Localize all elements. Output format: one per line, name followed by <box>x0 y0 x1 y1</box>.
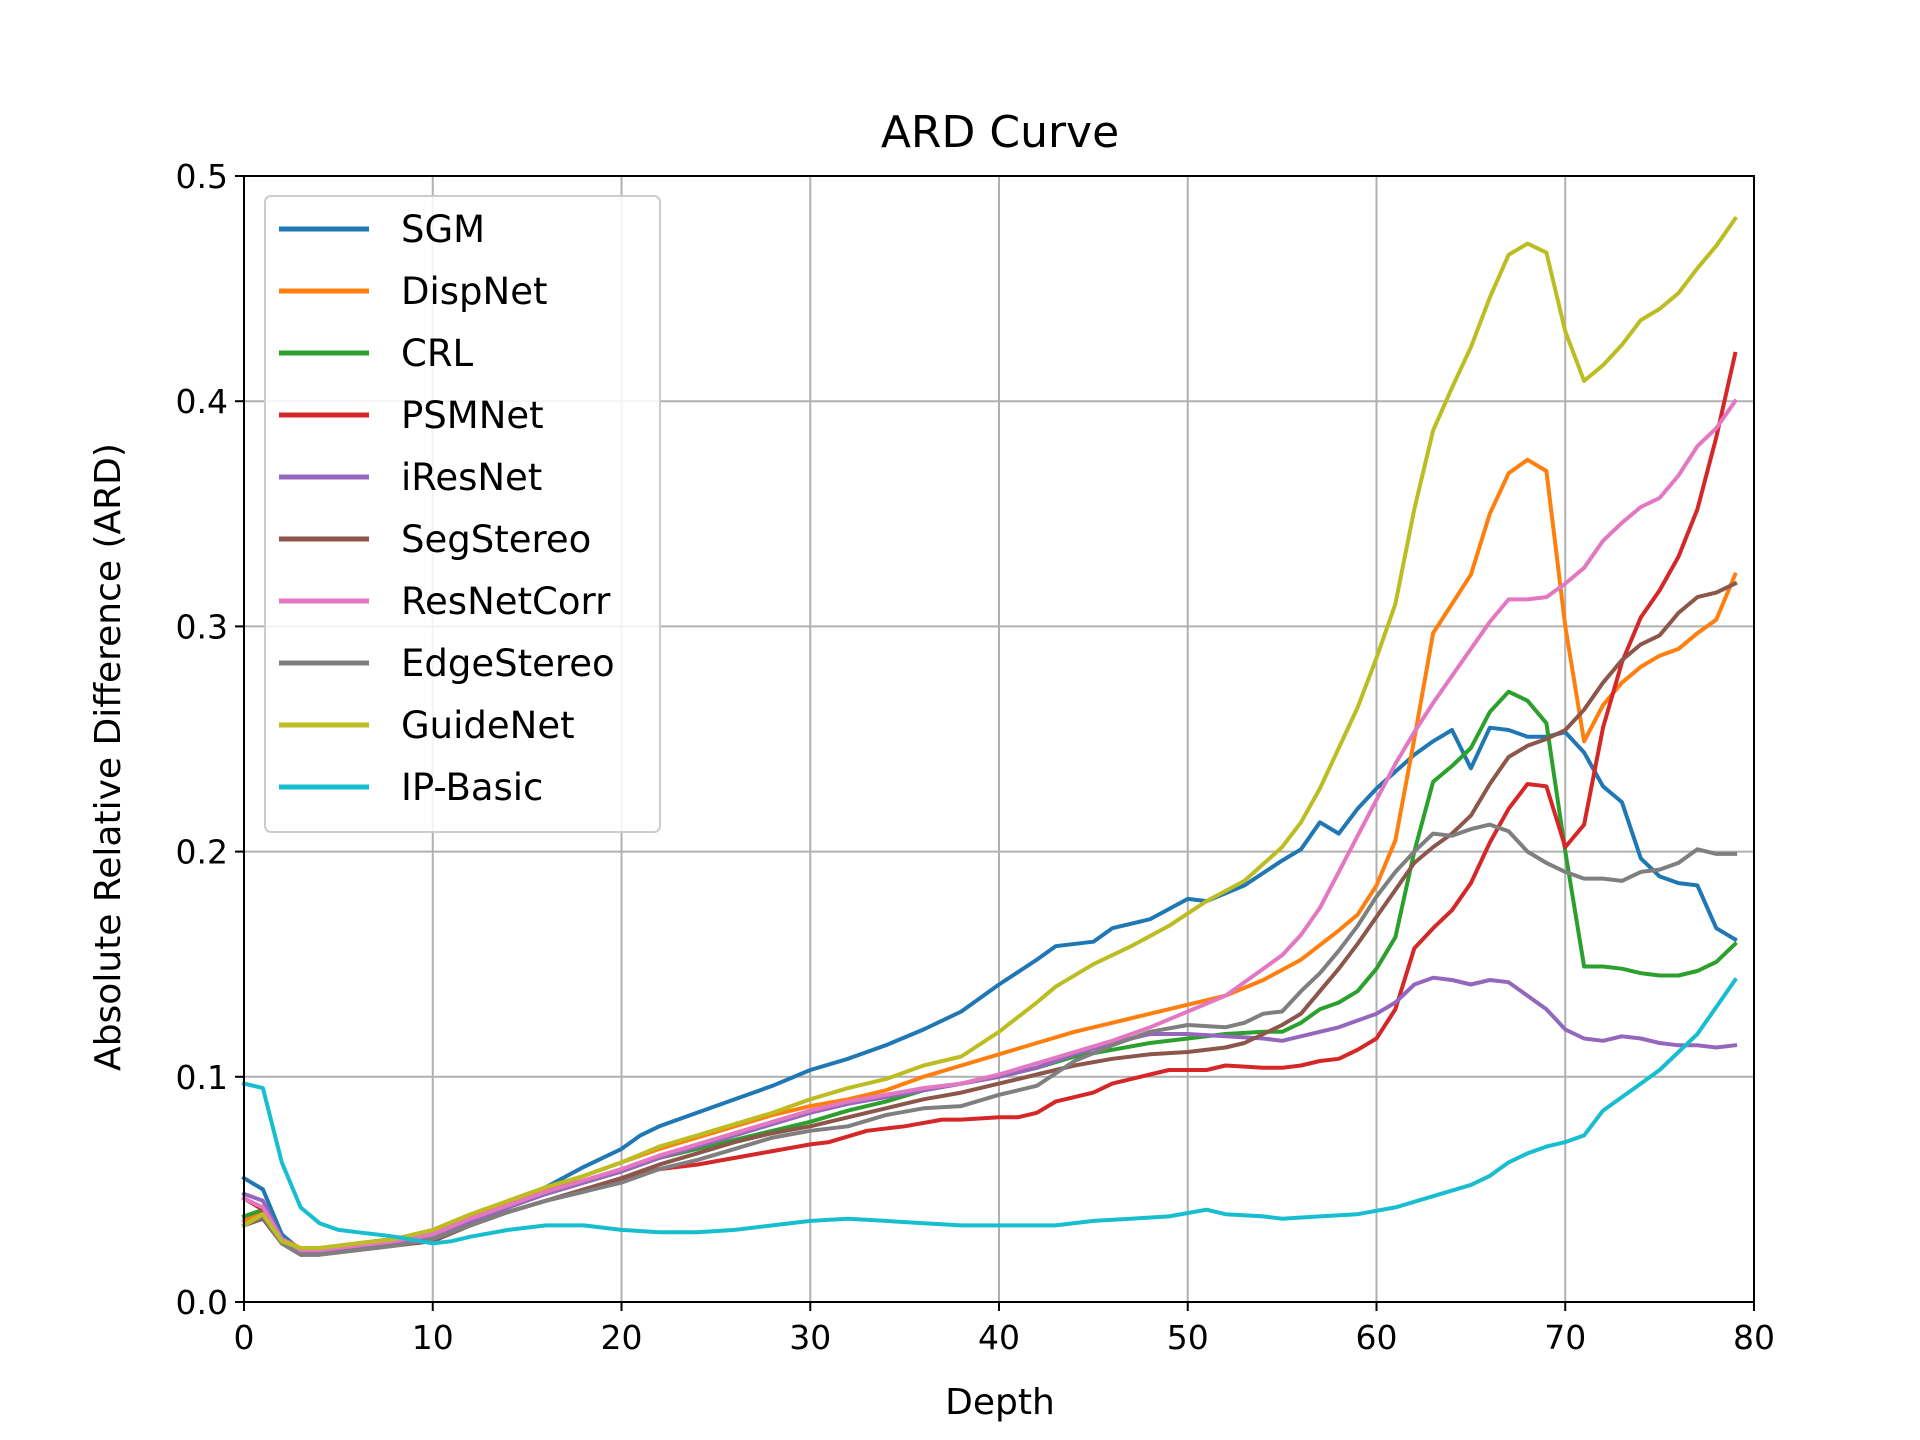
x-tick-label: 0 <box>234 1318 255 1357</box>
legend-label: GuideNet <box>401 704 575 747</box>
x-tick-label: 20 <box>601 1318 643 1357</box>
x-tick-label: 30 <box>789 1318 831 1357</box>
series-line-resnetcorr <box>241 398 1738 1253</box>
x-tick-label: 10 <box>412 1318 454 1357</box>
x-tick-label: 80 <box>1733 1318 1775 1357</box>
x-tick-label: 40 <box>978 1318 1020 1357</box>
y-tick-label: 0.1 <box>176 1058 228 1097</box>
legend-label: SGM <box>401 208 485 251</box>
series-line-iresnet <box>241 975 1738 1255</box>
series-line-dispnet <box>241 457 1738 1250</box>
x-axis-title: Depth <box>945 1382 1055 1423</box>
y-tick-label: 0.3 <box>176 607 228 646</box>
series-lines <box>241 216 1738 1257</box>
axis-ticks: 0 10 20 30 40 50 60 70 80 0.0 0.1 0.2 0.3 0.4 0.5 <box>176 157 1775 1357</box>
legend-label: EdgeStereo <box>401 642 615 685</box>
legend-label: ResNetCorr <box>401 580 611 623</box>
y-tick-label: 0.2 <box>176 833 228 872</box>
series-line-guidenet <box>241 216 1738 1250</box>
legend-label: CRL <box>401 332 474 375</box>
x-tick-label: 50 <box>1167 1318 1209 1357</box>
series-line-edgestereo <box>241 822 1738 1257</box>
x-tick-label: 70 <box>1544 1318 1586 1357</box>
legend-label: IP-Basic <box>401 766 543 809</box>
legend-label: PSMNet <box>401 394 544 437</box>
legend-label: iResNet <box>401 456 542 499</box>
y-tick-label: 0.5 <box>176 157 228 196</box>
y-tick-label: 0.0 <box>176 1283 228 1322</box>
y-axis-title: Absolute Relative Difference (ARD) <box>88 443 129 1071</box>
y-tick-label: 0.4 <box>176 382 228 421</box>
legend-label: SegStereo <box>401 518 591 561</box>
x-tick-label: 60 <box>1356 1318 1398 1357</box>
chart-title: ARD Curve <box>881 107 1119 158</box>
legend-label: DispNet <box>401 270 547 313</box>
legend: SGM DispNet CRL PSMNet iResNet SegStereo ResNe… <box>264 195 661 833</box>
series-line-ip-basic <box>241 977 1738 1246</box>
